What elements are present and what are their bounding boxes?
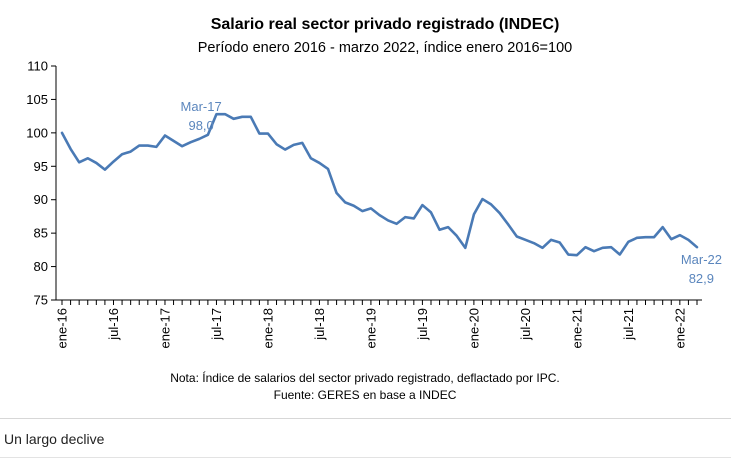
y-tick-label: 85 [34,226,48,241]
y-tick-label: 95 [34,159,48,174]
x-tick-label: ene-17 [157,308,172,348]
figure-caption: Un largo declive [4,431,105,447]
x-tick-label: ene-22 [672,308,687,348]
y-axis: 75 80 85 90 95 100 105 110 [26,59,57,308]
annotation-mar17-value: 98,0 [188,118,213,133]
chart-title: Salario real sector privado registrado (… [211,16,560,33]
annotations: Mar-17 98,0 Mar-22 82,9 [181,99,722,286]
x-tick-label: ene-18 [260,308,275,348]
chart-figure: Salario real sector privado registrado (… [0,16,731,419]
chart-subtitle: Período enero 2016 - marzo 2022, índice … [198,40,572,56]
y-tick-label: 105 [26,92,48,107]
x-axis: ene-16 jul-16 ene-17 jul-17 ene-18 jul-18 ene-… [55,299,702,348]
y-tick-label: 110 [27,59,48,74]
x-tick-label: ene-16 [55,308,70,348]
series-salario-real [60,112,699,257]
x-tick-label: jul-18 [312,308,327,341]
x-tick-label: ene-20 [466,308,481,348]
caption-divider [0,457,731,458]
annotation-mar22-label: Mar-22 [681,252,722,267]
chart-source: Fuente: GERES en base a INDEC [274,388,457,402]
y-tick-label: 80 [34,259,48,274]
x-tick-label: ene-19 [363,308,378,348]
x-tick-label: jul-17 [209,308,224,341]
x-tick-label: jul-16 [106,308,121,341]
x-tick-label: ene-21 [569,308,584,348]
annotation-mar22-value: 82,9 [689,271,714,286]
y-tick-label: 75 [34,293,48,308]
chart-note: Nota: Índice de salarios del sector priv… [170,370,560,385]
salary-line-chart: Salario real sector privado registrado (… [26,16,722,402]
y-tick-label: 100 [26,125,48,140]
y-tick-label: 90 [34,192,48,207]
x-tick-label: jul-21 [621,308,636,341]
x-tick-label: jul-20 [518,308,533,341]
annotation-mar17-label: Mar-17 [181,99,222,114]
x-tick-label: jul-19 [415,308,430,341]
series-line [60,112,699,257]
